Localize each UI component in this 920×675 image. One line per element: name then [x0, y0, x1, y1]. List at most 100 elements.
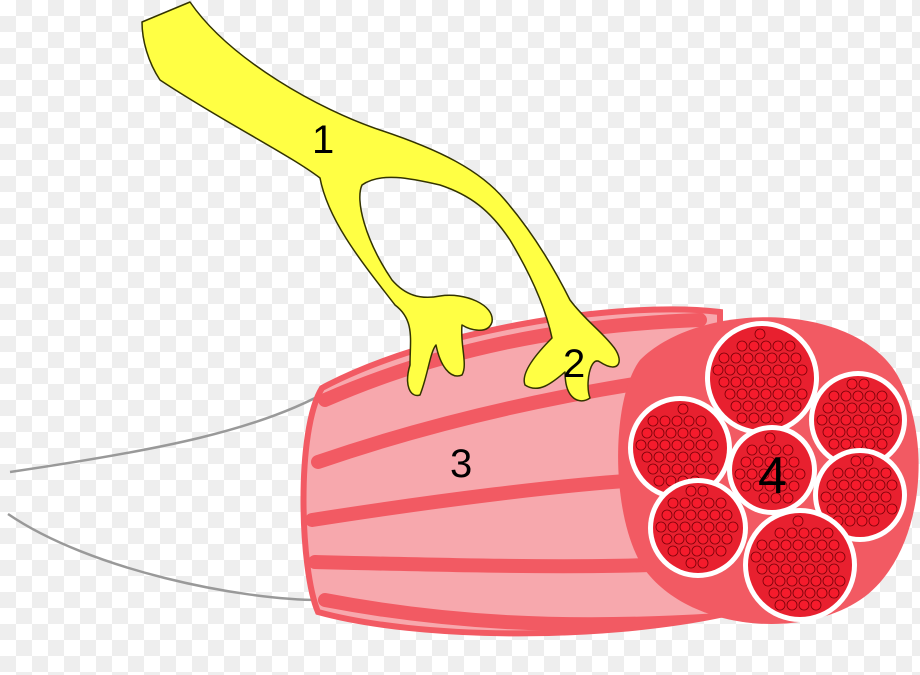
- nerve-trunk: [141, 1, 620, 402]
- tendon: [7, 388, 331, 602]
- muscle-fiber: [816, 539, 828, 551]
- muscle-fiber: [786, 527, 798, 539]
- fascicle-bundle: [618, 317, 919, 624]
- muscle-fiber: [695, 439, 707, 451]
- muscle-stripe: [308, 555, 657, 574]
- muscle-fiber: [760, 340, 772, 352]
- muscle-fiber: [707, 463, 719, 475]
- label-fascicle: 4: [758, 447, 787, 505]
- muscle-fiber: [876, 438, 888, 450]
- muscle-fiber: [754, 400, 766, 412]
- muscle-fiber: [635, 439, 647, 451]
- muscle-fiber: [691, 497, 703, 509]
- muscle-fiber: [882, 426, 894, 438]
- muscle-fiber: [852, 414, 864, 426]
- muscle-fiber: [782, 444, 794, 456]
- muscle-fiber: [786, 575, 798, 587]
- muscle-fiber: [712, 364, 724, 376]
- muscle-fiber: [856, 515, 868, 527]
- muscle-fiber: [730, 352, 742, 364]
- muscle-fiber: [858, 426, 870, 438]
- muscle-fiber: [828, 563, 840, 575]
- muscle-fiber: [864, 438, 876, 450]
- muscle-fiber: [689, 451, 701, 463]
- muscle-fiber: [852, 390, 864, 402]
- muscle-fiber: [810, 551, 822, 563]
- fascicle-right-bottom: [813, 448, 907, 542]
- muscle-fiber: [816, 587, 828, 599]
- muscle-fiber: [758, 444, 770, 456]
- muscle-fiber: [822, 527, 834, 539]
- fascicle-center: [727, 425, 817, 515]
- muscle-fiber: [715, 545, 727, 557]
- muscle-fiber: [742, 400, 754, 412]
- muscle-fiber: [647, 439, 659, 451]
- muscle-fiber: [673, 509, 685, 521]
- muscle-fiber: [764, 480, 776, 492]
- fascicle-top: [705, 321, 819, 435]
- muscle-fiber: [778, 352, 790, 364]
- muscle-fiber: [760, 388, 772, 400]
- muscle-fiber: [832, 491, 844, 503]
- fascicle-bottom-left: [648, 478, 748, 578]
- muscle-fiber: [850, 455, 862, 467]
- muscle-fiber: [695, 415, 707, 427]
- muscle-fiber: [756, 539, 768, 551]
- muscle-fiber: [788, 480, 800, 492]
- muscle-fiber: [768, 587, 780, 599]
- muscle-fiber: [683, 415, 695, 427]
- muscle-fiber: [724, 388, 736, 400]
- muscle-fiber: [784, 340, 796, 352]
- muscle-stripe: [318, 313, 707, 407]
- muscle-fiber: [748, 340, 760, 352]
- muscle-fiber: [822, 551, 834, 563]
- muscle-fiber: [697, 485, 709, 497]
- muscle-fiber: [870, 426, 882, 438]
- muscle-fiber: [874, 479, 886, 491]
- muscle-fiber: [786, 599, 798, 611]
- muscle-fiber: [677, 427, 689, 439]
- muscle-fiber: [880, 491, 892, 503]
- muscle-fiber: [792, 515, 804, 527]
- muscle-fiber: [697, 509, 709, 521]
- muscle-fiber: [685, 485, 697, 497]
- muscle-fiber: [838, 503, 850, 515]
- muscle-fiber: [671, 415, 683, 427]
- muscle-fiber: [790, 400, 802, 412]
- muscle-fiber: [715, 497, 727, 509]
- muscle-fiber: [846, 426, 858, 438]
- muscle-fiber: [826, 479, 838, 491]
- muscle-fiber: [874, 503, 886, 515]
- muscle-fiber: [846, 402, 858, 414]
- muscle-fiber: [796, 364, 808, 376]
- muscle-fiber: [647, 463, 659, 475]
- muscle-fiber: [810, 575, 822, 587]
- muscle-fiber: [828, 587, 840, 599]
- muscle-fiber: [834, 551, 846, 563]
- muscle-fiber: [734, 468, 746, 480]
- muscle-fiber: [778, 376, 790, 388]
- muscle-fiber: [762, 575, 774, 587]
- muscle-fiber: [659, 463, 671, 475]
- muscle-fiber: [655, 521, 667, 533]
- muscle-fiber: [772, 412, 784, 424]
- muscle-fiber: [816, 414, 828, 426]
- muscle-fiber: [792, 587, 804, 599]
- muscle-fiber: [856, 491, 868, 503]
- muscle-fiber: [886, 479, 898, 491]
- muscle-fiber: [822, 575, 834, 587]
- muscle-fiber: [697, 533, 709, 545]
- muscle-fiber: [750, 551, 762, 563]
- muscle-fiber: [820, 491, 832, 503]
- muscle-fiber: [760, 364, 772, 376]
- muscle-fiber: [641, 427, 653, 439]
- muscle-fiber: [760, 412, 772, 424]
- muscle-fiber: [665, 451, 677, 463]
- muscle-fiber: [685, 557, 697, 569]
- muscle-fiber: [840, 438, 852, 450]
- muscle-body: [300, 306, 723, 637]
- muscle-fiber: [671, 439, 683, 451]
- muscle-fiber: [653, 427, 665, 439]
- muscle-fiber: [840, 390, 852, 402]
- muscle-fiber: [844, 491, 856, 503]
